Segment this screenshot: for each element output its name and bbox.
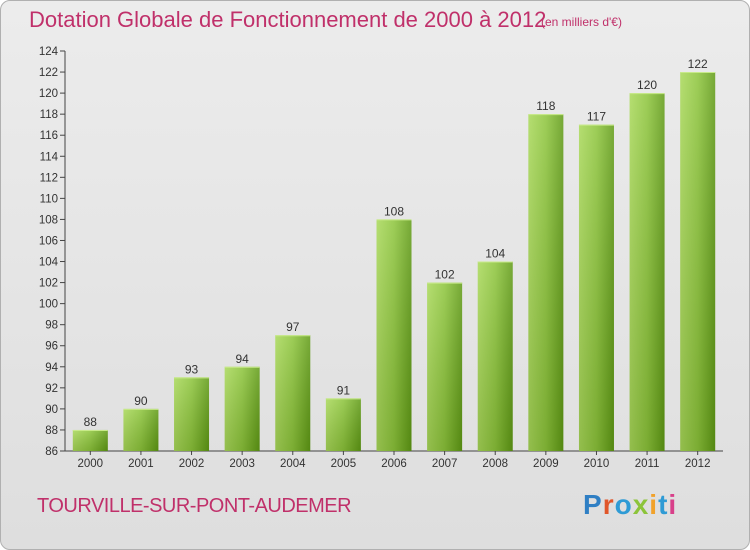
bar-shade	[376, 219, 412, 451]
bar-chart: 86 88 90 92 94 96 98 100 102 104 106 108 110 112 114 11…	[39, 46, 723, 470]
y-tick-label: 90	[45, 404, 58, 416]
x-tick-label: 2002	[179, 458, 205, 470]
bar-shade	[72, 429, 108, 451]
bar-shade	[174, 377, 210, 451]
logo-letter: i	[649, 489, 659, 520]
x-tick-label: 2007	[432, 458, 458, 470]
x-tick-label: 2011	[635, 458, 660, 470]
y-tick-label: 118	[40, 109, 58, 121]
logo-letter: x	[632, 489, 650, 520]
y-tick-label: 112	[40, 172, 58, 184]
y-tick-label: 86	[45, 446, 58, 458]
data-label: 102	[435, 268, 455, 282]
logo-letter: t	[658, 489, 669, 520]
data-label: 117	[587, 110, 606, 124]
data-label: 88	[84, 415, 98, 429]
chart-title: Dotation Globale de Fonctionnement de 20…	[29, 7, 547, 32]
data-label: 108	[384, 204, 404, 218]
commune-name: TOURVILLE-SUR-PONT-AUDEMER	[37, 495, 352, 517]
y-tick-label: 120	[39, 88, 58, 100]
x-tick-label: 2003	[229, 458, 255, 470]
data-label: 94	[235, 352, 249, 366]
data-label: 91	[337, 383, 351, 397]
bar-shade	[477, 261, 513, 451]
bar-shade	[224, 366, 260, 451]
x-tick-label: 2004	[280, 458, 306, 470]
data-label: 90	[134, 394, 148, 408]
x-tick-label: 2000	[78, 458, 104, 470]
y-tick-label: 124	[39, 46, 59, 58]
y-tick-label: 96	[45, 341, 58, 353]
logo-letter: r	[602, 489, 615, 520]
x-tick-label: 2009	[533, 458, 559, 470]
x-tick-label: 2005	[331, 458, 357, 470]
x-tick-label: 2001	[128, 458, 154, 470]
y-tick-label: 88	[45, 425, 58, 437]
y-tick-label: 98	[45, 320, 58, 332]
bar-shade	[578, 124, 614, 452]
data-label: 93	[185, 362, 199, 376]
chart-axes: 86 88 90 92 94 96 98 100 102 104 106 108 110 112 114 11…	[39, 46, 723, 470]
y-tick-label: 92	[45, 383, 58, 395]
data-label: 120	[637, 78, 657, 92]
y-tick-label: 100	[39, 299, 58, 311]
y-tick-label: 104	[39, 257, 59, 269]
bar-shade	[629, 93, 665, 452]
y-tick-label: 110	[40, 193, 58, 205]
y-tick-label: 114	[40, 151, 59, 163]
chart-labels: 88 90 93 94 97 91 108 102 104 118 117 120 122	[84, 57, 708, 429]
y-tick-label: 108	[39, 214, 58, 226]
bar-shade	[123, 408, 159, 451]
y-tick-label: 94	[45, 362, 58, 374]
bar-shade	[528, 114, 564, 451]
bar-shade	[275, 335, 311, 451]
logo-letter: o	[614, 489, 633, 520]
proxiti-logo: Proxiti	[583, 489, 677, 521]
bar-shade	[680, 72, 716, 451]
data-label: 122	[688, 57, 708, 71]
x-tick-label: 2008	[482, 458, 508, 470]
logo-letter: P	[583, 489, 603, 520]
data-label: 104	[485, 247, 505, 261]
bar-shade	[427, 282, 463, 451]
logo-letter: i	[668, 489, 678, 520]
data-label: 118	[536, 99, 555, 113]
y-tick-label: 116	[40, 130, 58, 142]
y-tick-label: 122	[39, 67, 58, 79]
x-tick-label: 2006	[381, 458, 407, 470]
chart-bars	[72, 72, 716, 452]
unit-note: (en milliers d'€)	[541, 15, 622, 29]
bar-shade	[325, 398, 361, 451]
data-label: 97	[286, 320, 300, 334]
x-tick-label: 2010	[584, 458, 610, 470]
y-tick-label: 102	[39, 278, 58, 290]
x-tick-label: 2012	[685, 458, 711, 470]
y-tick-label: 106	[39, 235, 58, 247]
